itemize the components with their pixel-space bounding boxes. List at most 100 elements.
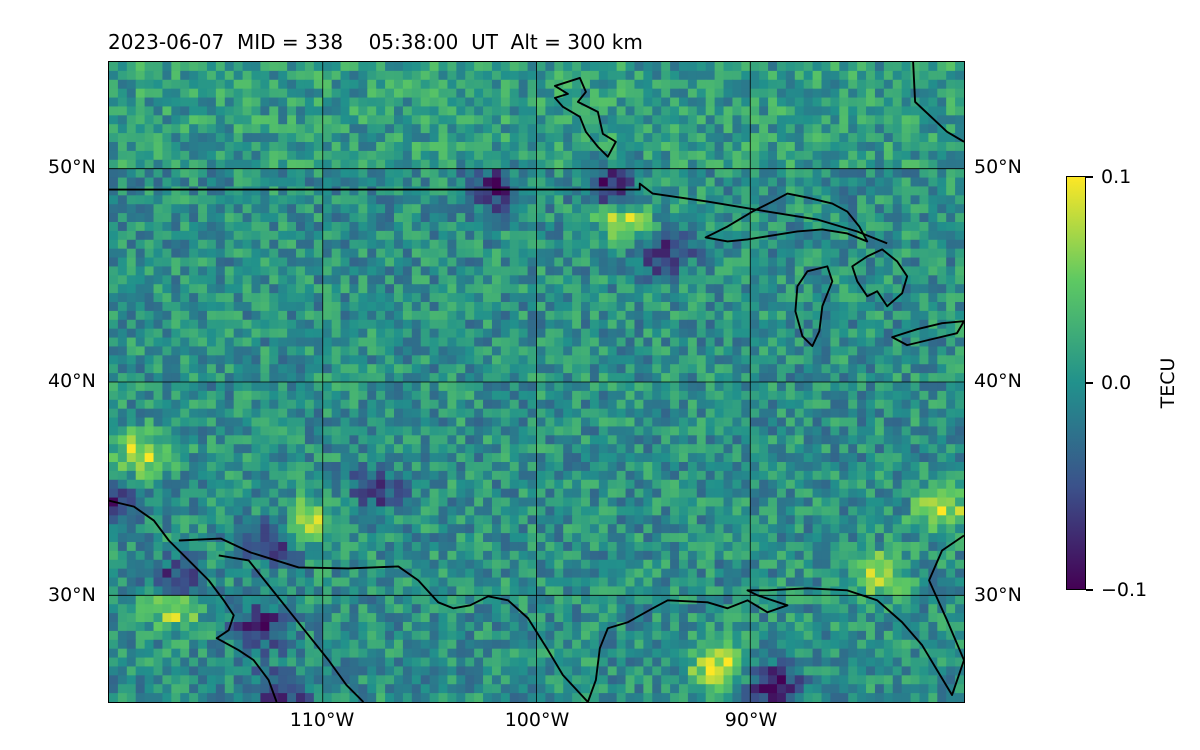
heatmap-cell bbox=[411, 266, 422, 276]
heatmap-cell bbox=[491, 133, 502, 143]
heatmap-cell bbox=[376, 62, 386, 72]
heatmap-cell bbox=[892, 426, 903, 436]
heatmap-cell bbox=[785, 275, 796, 285]
heatmap-cell bbox=[402, 106, 413, 116]
heatmap-cell bbox=[696, 79, 707, 90]
heatmap-cell bbox=[456, 150, 466, 161]
heatmap-cell bbox=[581, 186, 591, 196]
heatmap-cell bbox=[162, 364, 172, 374]
heatmap-cell bbox=[429, 497, 440, 508]
heatmap-cell bbox=[438, 390, 449, 401]
heatmap-cell bbox=[705, 115, 716, 125]
heatmap-cell bbox=[589, 346, 600, 356]
heatmap-cell bbox=[251, 97, 262, 108]
heatmap-cell bbox=[883, 426, 894, 436]
heatmap-cell bbox=[830, 106, 840, 116]
heatmap-cell bbox=[937, 70, 947, 81]
heatmap-cell bbox=[269, 337, 279, 348]
heatmap-cell bbox=[759, 195, 769, 205]
heatmap-cell bbox=[447, 88, 457, 99]
heatmap-cell bbox=[438, 213, 449, 223]
heatmap-cell bbox=[643, 222, 653, 232]
heatmap-cell bbox=[385, 159, 395, 170]
heatmap-cell bbox=[937, 124, 947, 134]
heatmap-cell bbox=[429, 417, 440, 428]
heatmap-cell bbox=[527, 115, 538, 125]
heatmap-cell bbox=[661, 222, 671, 232]
heatmap-cell bbox=[304, 470, 315, 481]
heatmap-cell bbox=[278, 284, 288, 294]
heatmap-cell bbox=[741, 426, 751, 436]
heatmap-cell bbox=[598, 408, 609, 419]
heatmap-cell bbox=[572, 293, 582, 303]
heatmap-cell bbox=[776, 222, 787, 232]
heatmap-cell bbox=[554, 248, 564, 259]
heatmap-cell bbox=[625, 142, 636, 152]
heatmap-cell bbox=[456, 470, 466, 481]
heatmap-cell bbox=[349, 168, 359, 179]
heatmap-cell bbox=[821, 62, 832, 72]
heatmap-cell bbox=[420, 159, 431, 170]
heatmap-cell bbox=[385, 364, 395, 374]
heatmap-cell bbox=[714, 373, 725, 383]
heatmap-cell bbox=[616, 284, 627, 294]
heatmap-cell bbox=[874, 408, 885, 419]
heatmap-cell bbox=[607, 284, 618, 294]
heatmap-cell bbox=[438, 150, 449, 161]
heatmap-cell bbox=[491, 168, 502, 179]
heatmap-cell bbox=[251, 79, 262, 90]
heatmap-cell bbox=[607, 275, 618, 285]
heatmap-cell bbox=[848, 257, 858, 268]
heatmap-cell bbox=[180, 213, 190, 223]
heatmap-cell bbox=[554, 373, 564, 383]
heatmap-cell bbox=[901, 302, 912, 312]
heatmap-cell bbox=[269, 497, 279, 508]
heatmap-cell bbox=[126, 302, 137, 312]
heatmap-cell bbox=[794, 346, 805, 356]
heatmap-cell bbox=[848, 222, 858, 232]
heatmap-cell bbox=[491, 115, 502, 125]
heatmap-cell bbox=[358, 230, 368, 241]
heatmap-cell bbox=[563, 390, 573, 401]
heatmap-cell bbox=[581, 497, 591, 508]
heatmap-cell bbox=[625, 470, 636, 481]
heatmap-cell bbox=[776, 79, 787, 90]
heatmap-cell bbox=[483, 470, 493, 481]
heatmap-cell bbox=[687, 310, 698, 321]
heatmap-cell bbox=[358, 497, 368, 508]
heatmap-cell bbox=[874, 488, 885, 499]
heatmap-cell bbox=[554, 417, 564, 428]
heatmap-cell bbox=[269, 186, 279, 196]
heatmap-cell bbox=[545, 328, 555, 339]
heatmap-cell bbox=[376, 177, 386, 188]
heatmap-cell bbox=[705, 222, 716, 232]
heatmap-cell bbox=[180, 337, 190, 348]
heatmap-cell bbox=[848, 399, 858, 410]
heatmap-cell bbox=[180, 88, 190, 99]
heatmap-cell bbox=[474, 337, 484, 348]
heatmap-cell bbox=[509, 70, 520, 81]
heatmap-cell bbox=[643, 310, 653, 321]
heatmap-cell bbox=[652, 177, 662, 188]
heatmap-cell bbox=[171, 355, 181, 365]
heatmap-cell bbox=[322, 248, 333, 259]
heatmap-cell bbox=[901, 70, 912, 81]
heatmap-cell bbox=[126, 390, 137, 401]
heatmap-cell bbox=[848, 177, 858, 188]
heatmap-cell bbox=[376, 230, 386, 241]
heatmap-cell bbox=[768, 239, 778, 250]
heatmap-cell bbox=[313, 373, 324, 383]
heatmap-cell bbox=[269, 346, 279, 356]
heatmap-cell bbox=[233, 346, 244, 356]
heatmap-cell bbox=[233, 239, 244, 250]
heatmap-cell bbox=[358, 150, 368, 161]
heatmap-cell bbox=[821, 248, 832, 259]
heatmap-cell bbox=[892, 150, 903, 161]
heatmap-cell bbox=[946, 444, 956, 454]
heatmap-cell bbox=[376, 106, 386, 116]
heatmap-cell bbox=[901, 79, 912, 90]
heatmap-cell bbox=[563, 453, 573, 463]
heatmap-cell bbox=[821, 88, 832, 99]
heatmap-cell bbox=[474, 293, 484, 303]
heatmap-cell bbox=[153, 426, 164, 436]
